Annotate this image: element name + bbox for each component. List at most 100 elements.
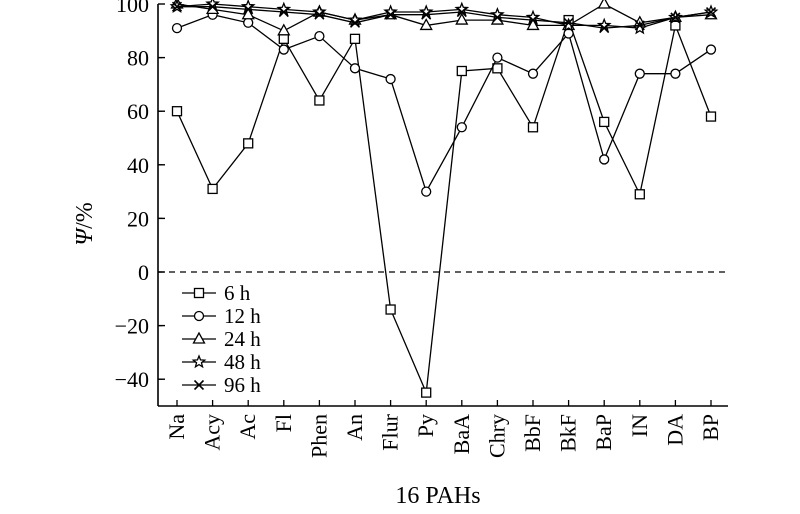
square-marker xyxy=(171,106,183,117)
legend-entry: 12 h xyxy=(182,304,261,328)
legend-entry: 24 h xyxy=(182,327,261,351)
triangle-marker xyxy=(526,18,540,31)
circle-marker xyxy=(599,154,610,165)
x-tick-label: Py xyxy=(413,414,438,437)
circle-marker xyxy=(492,52,503,63)
square-marker xyxy=(278,33,289,44)
y-tick-label: 40 xyxy=(127,153,149,178)
series-line xyxy=(176,14,712,194)
x-tick-label: Fl xyxy=(271,414,296,432)
square-marker xyxy=(421,387,432,398)
legend-label: 12 h xyxy=(224,304,261,328)
series-square xyxy=(171,14,717,398)
x-marker xyxy=(421,9,432,20)
square-marker xyxy=(243,138,254,149)
star-marker xyxy=(191,354,207,369)
x-tick-label: Flur xyxy=(378,413,403,450)
series-x xyxy=(171,1,717,34)
y-tick-label: −40 xyxy=(115,367,149,392)
y-axis: −40 −20 0 20 40 60 80 100 xyxy=(115,0,165,392)
x-marker xyxy=(456,6,467,18)
y-axis-title: Ψ/% xyxy=(72,202,98,246)
x-marker xyxy=(670,12,681,23)
circle-marker xyxy=(527,68,539,79)
legend-label: 6 h xyxy=(224,281,251,305)
circle-marker xyxy=(193,310,205,322)
y-axis-symbol: Ψ xyxy=(72,227,98,246)
triangle-marker xyxy=(192,331,206,344)
circle-marker xyxy=(634,68,645,79)
legend-entry: 96 h xyxy=(182,373,261,397)
series-line xyxy=(176,3,712,29)
x-tick-label: IN xyxy=(627,414,652,437)
x-marker xyxy=(634,20,645,31)
circle-marker xyxy=(421,186,432,197)
x-marker xyxy=(314,9,325,20)
x-tick-label: BaA xyxy=(449,414,474,454)
triangle-marker xyxy=(597,0,611,9)
x-tick-label: Chry xyxy=(484,414,509,458)
y-tick-label: −20 xyxy=(115,314,149,339)
triangle-marker xyxy=(241,7,255,20)
square-marker xyxy=(599,116,610,128)
y-tick-label: 60 xyxy=(127,99,149,124)
square-marker xyxy=(314,95,325,106)
triangle-marker xyxy=(455,12,469,25)
circle-marker xyxy=(278,44,289,55)
x-marker xyxy=(171,1,183,12)
x-marker xyxy=(527,15,539,26)
x-marker xyxy=(705,6,717,18)
circle-marker xyxy=(705,44,717,55)
triangle-marker xyxy=(277,23,291,36)
legend-entry: 6 h xyxy=(182,281,251,305)
square-marker xyxy=(456,65,467,77)
square-marker xyxy=(207,183,218,195)
square-marker xyxy=(349,33,361,44)
series-line xyxy=(176,3,712,32)
square-marker xyxy=(193,287,205,299)
y-tick-label: 20 xyxy=(127,206,149,231)
circle-marker xyxy=(243,17,254,28)
plot-frame xyxy=(157,4,728,407)
x-tick-label: An xyxy=(342,414,367,441)
y-tick-label: 0 xyxy=(138,260,149,285)
legend: 6 h12 h24 h48 h96 h xyxy=(182,281,261,397)
legend-entry: 48 h xyxy=(182,350,261,374)
x-tick-label: BbF xyxy=(520,414,545,452)
circle-marker xyxy=(314,31,325,42)
y-tick-label: 100 xyxy=(116,0,149,17)
legend-label: 48 h xyxy=(224,350,261,374)
square-marker xyxy=(385,304,396,315)
y-axis-unit: /% xyxy=(72,202,98,229)
x-marker xyxy=(278,6,289,18)
x-marker xyxy=(349,17,361,28)
x-marker xyxy=(599,23,610,34)
x-axis-title: 16 PAHs xyxy=(395,483,480,509)
square-marker xyxy=(705,111,717,122)
x-axis: Na Acy Ac Fl Phen An Flur Py BaA Chry BbF BkF BaP IN D… xyxy=(164,400,723,458)
circle-marker xyxy=(171,22,183,34)
circle-marker xyxy=(456,122,467,133)
series-layer xyxy=(169,0,719,398)
x-tick-label: BkF xyxy=(556,414,581,452)
circle-marker xyxy=(670,68,681,79)
legend-label: 96 h xyxy=(224,373,261,397)
legend-label: 24 h xyxy=(224,327,261,351)
x-tick-label: Acy xyxy=(200,414,225,451)
triangle-marker xyxy=(419,18,433,31)
series-circle xyxy=(171,9,717,197)
square-marker xyxy=(492,63,503,74)
x-marker xyxy=(492,12,503,23)
x-marker xyxy=(193,379,205,391)
x-tick-label: BP xyxy=(698,414,723,441)
x-tick-label: Na xyxy=(164,414,189,440)
series-line xyxy=(177,6,712,29)
x-marker xyxy=(243,4,254,15)
x-marker xyxy=(563,17,574,28)
square-marker xyxy=(527,122,539,133)
circle-marker xyxy=(385,73,396,85)
y-tick-label: 80 xyxy=(127,46,149,71)
x-marker xyxy=(385,9,396,20)
series-line xyxy=(176,18,712,396)
